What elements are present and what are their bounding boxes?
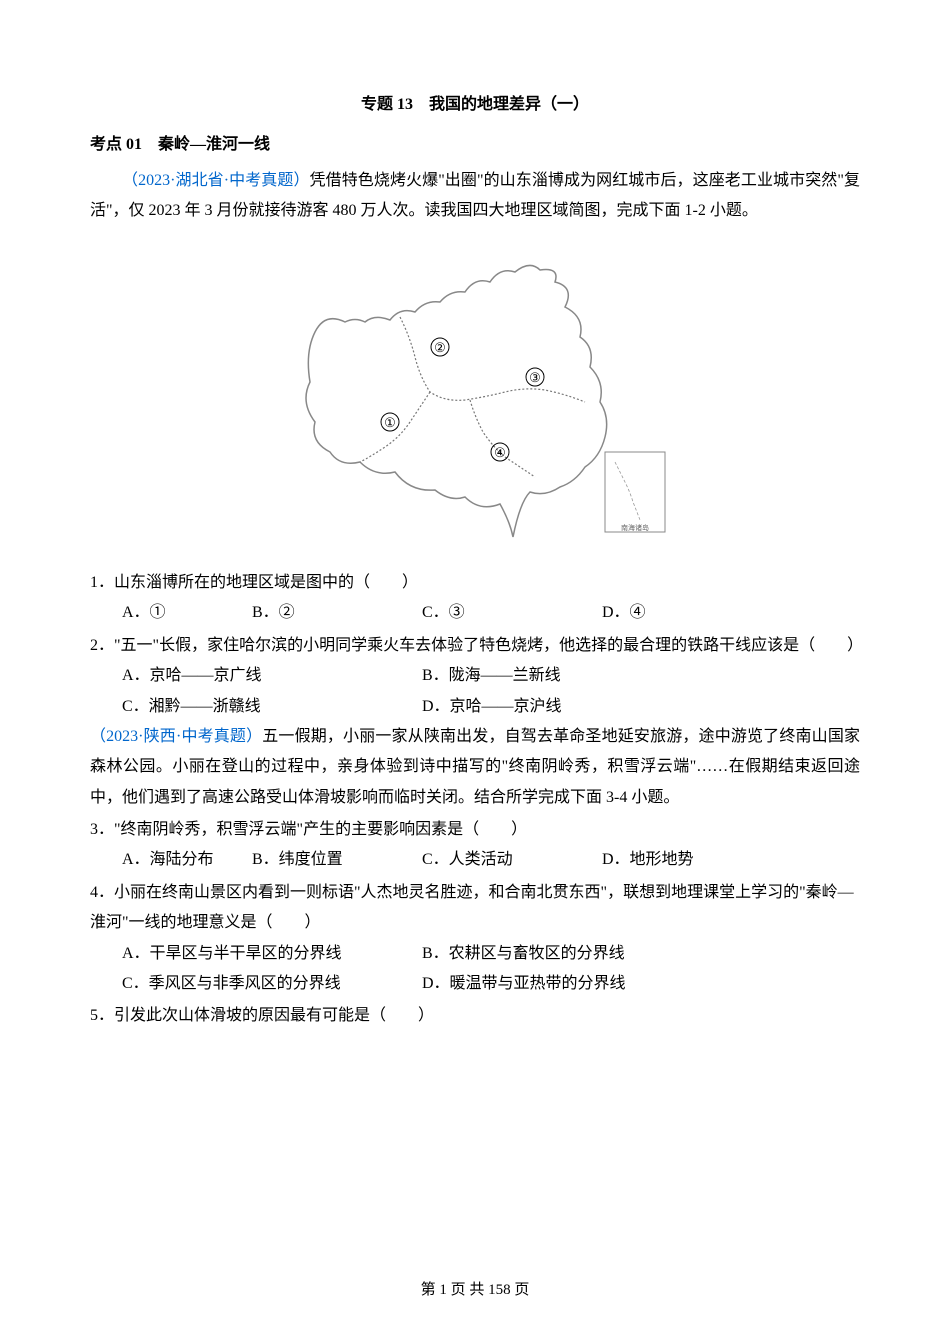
map-label-3: ③ bbox=[529, 370, 541, 385]
q2-stem: 2．"五一"长假，家住哈尔滨的小明同学乘火车去体验了特色烧烤，他选择的最合理的铁… bbox=[90, 631, 860, 661]
divider-3 bbox=[470, 400, 535, 477]
china-map-svg: ① ② ③ ④ 南海诸岛 bbox=[265, 242, 685, 542]
q1-option-b: B．② bbox=[252, 598, 422, 628]
q4-option-c: C．季风区与非季风区的分界线 bbox=[122, 969, 422, 999]
source-link-2: （2023·陕西·中考真题） bbox=[90, 728, 262, 745]
q4-options: A．干旱区与半干旱区的分界线 B．农耕区与畜牧区的分界线 C．季风区与非季风区的… bbox=[90, 939, 860, 1000]
q1-stem: 1．山东淄博所在的地理区域是图中的（ ） bbox=[90, 568, 860, 598]
source-link-1: （2023·湖北省·中考真题） bbox=[122, 172, 310, 189]
q3-option-b: B．纬度位置 bbox=[252, 845, 422, 875]
inset-islands bbox=[615, 462, 640, 520]
question-4: 4．小丽在终南山景区内看到一则标语"人杰地灵名胜迹，和合南北贯东西"，联想到地理… bbox=[90, 878, 860, 1000]
map-label-2: ② bbox=[434, 340, 446, 355]
inset-box bbox=[605, 452, 665, 532]
divider-1 bbox=[400, 317, 585, 402]
q5-stem: 5．引发此次山体滑坡的原因最有可能是（ ） bbox=[90, 1001, 860, 1031]
q1-options: A．① B．② C．③ D．④ bbox=[90, 598, 860, 628]
page-title: 专题 13 我国的地理差异（一） bbox=[90, 90, 860, 120]
q2-option-a: A．京哈——京广线 bbox=[122, 661, 422, 691]
map-label-4: ④ bbox=[494, 445, 506, 460]
q3-stem: 3．"终南阴岭秀，积雪浮云端"产生的主要影响因素是（ ） bbox=[90, 815, 860, 845]
q4-option-a: A．干旱区与半干旱区的分界线 bbox=[122, 939, 422, 969]
passage-1: （2023·湖北省·中考真题）凭借特色烧烤火爆"出圈"的山东淄博成为网红城市后，… bbox=[90, 166, 860, 227]
q3-option-d: D．地形地势 bbox=[602, 845, 694, 875]
q1-option-c: C．③ bbox=[422, 598, 602, 628]
map-label-1: ① bbox=[384, 415, 396, 430]
inset-label: 南海诸岛 bbox=[621, 523, 649, 532]
q2-options: A．京哈——京广线 B．陇海——兰新线 C．湘黔——浙赣线 D．京哈——京沪线 bbox=[90, 661, 860, 722]
q3-option-a: A．海陆分布 bbox=[122, 845, 252, 875]
china-outline bbox=[306, 265, 607, 537]
question-2: 2．"五一"长假，家住哈尔滨的小明同学乘火车去体验了特色烧烤，他选择的最合理的铁… bbox=[90, 631, 860, 722]
map-figure: ① ② ③ ④ 南海诸岛 bbox=[90, 242, 860, 553]
q2-option-d: D．京哈——京沪线 bbox=[422, 692, 562, 722]
question-5: 5．引发此次山体滑坡的原因最有可能是（ ） bbox=[90, 1001, 860, 1031]
q4-option-b: B．农耕区与畜牧区的分界线 bbox=[422, 939, 625, 969]
question-1: 1．山东淄博所在的地理区域是图中的（ ） A．① B．② C．③ D．④ bbox=[90, 568, 860, 629]
q2-option-c: C．湘黔——浙赣线 bbox=[122, 692, 422, 722]
q1-option-a: A．① bbox=[122, 598, 252, 628]
q4-option-d: D．暖温带与亚热带的分界线 bbox=[422, 969, 626, 999]
section-subtitle: 考点 01 秦岭—淮河一线 bbox=[90, 130, 860, 160]
passage-2: （2023·陕西·中考真题）五一假期，小丽一家从陕南出发，自驾去革命圣地延安旅游… bbox=[90, 722, 860, 813]
page-footer: 第 1 页 共 158 页 bbox=[0, 1276, 950, 1305]
q3-option-c: C．人类活动 bbox=[422, 845, 602, 875]
q2-option-b: B．陇海——兰新线 bbox=[422, 661, 561, 691]
q3-options: A．海陆分布 B．纬度位置 C．人类活动 D．地形地势 bbox=[90, 845, 860, 875]
q4-stem: 4．小丽在终南山景区内看到一则标语"人杰地灵名胜迹，和合南北贯东西"，联想到地理… bbox=[90, 878, 860, 939]
question-3: 3．"终南阴岭秀，积雪浮云端"产生的主要影响因素是（ ） A．海陆分布 B．纬度… bbox=[90, 815, 860, 876]
q1-option-d: D．④ bbox=[602, 598, 646, 628]
